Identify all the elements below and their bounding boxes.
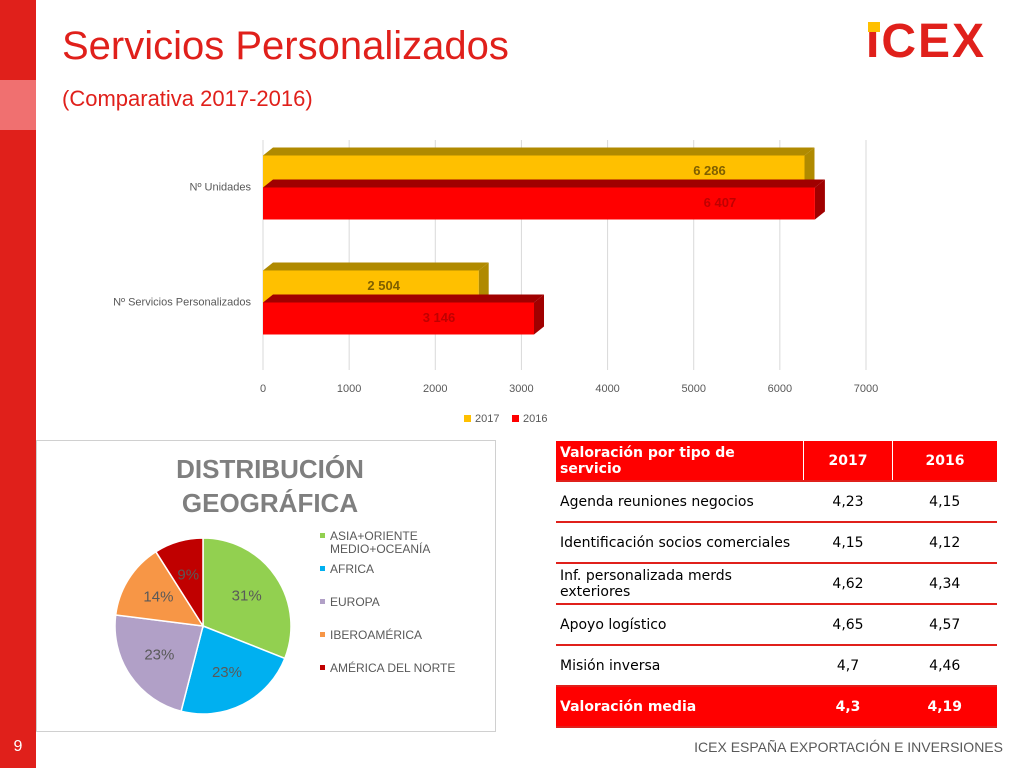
y-tick-label: Nº Servicios Personalizados	[113, 296, 251, 308]
x-tick-label: 7000	[854, 383, 878, 395]
legend-label: ASIA+ORIENTE MEDIO+OCEANÍA	[330, 529, 431, 556]
table: Valoración por tipo de servicio 2017 2016 A…	[556, 441, 997, 728]
legend-label: IBEROAMÉRICA	[330, 628, 423, 642]
table-cell: Misión inversa	[556, 645, 804, 687]
pie-slice	[114, 614, 204, 713]
logo: ICEX	[866, 15, 987, 68]
table-cell: Apoyo logístico	[556, 604, 804, 646]
bar-value-label: 3 146	[423, 310, 456, 325]
stripe-accent	[0, 80, 36, 130]
pie-value-label: 14%	[143, 589, 173, 606]
bar-top	[263, 179, 825, 188]
x-tick-label: 1000	[337, 383, 361, 395]
x-tick-label: 6000	[768, 383, 792, 395]
x-tick-label: 0	[260, 383, 266, 395]
table-cell: 4,62	[803, 563, 893, 605]
pie-chart: 31% 23% 23% 14%9%	[114, 537, 292, 715]
legend-item: IBEROAMÉRICA	[320, 629, 460, 662]
pie-value-label: 9%	[177, 566, 199, 583]
table-row: Valoración media 4,3 4,19	[556, 686, 997, 728]
table-cell: 4,7	[803, 645, 893, 687]
table-row: Identificación socios comerciales 4,15 4,1…	[556, 522, 997, 564]
header-cell: 2017	[803, 441, 893, 482]
pie-value-label: 31%	[232, 587, 262, 604]
pie-slice	[202, 537, 292, 660]
table-cell: 4,15	[892, 481, 997, 523]
bar-side	[534, 294, 545, 335]
bar-top	[263, 262, 489, 271]
header-cell: Valoración por tipo de servicio	[556, 441, 804, 482]
legend-item: ASIA+ORIENTE MEDIO+OCEANÍA	[320, 530, 460, 563]
legend-swatch	[320, 599, 325, 604]
pie-slice	[180, 624, 286, 715]
table-cell: 4,57	[892, 604, 997, 646]
legend-swatch	[464, 415, 471, 422]
table-cell: 4,23	[803, 481, 893, 523]
bar-top	[263, 294, 545, 303]
x-tick-label: 5000	[681, 383, 705, 395]
table-cell: 4,15	[803, 522, 893, 564]
table-row: Apoyo logístico 4,65 4,57	[556, 604, 997, 646]
table-cell: Valoración media	[556, 686, 804, 728]
table-cell: 4,3	[803, 686, 893, 728]
bar	[263, 302, 535, 335]
pie-slice	[114, 550, 205, 627]
bar-side	[478, 262, 489, 303]
legend-label: EUROPA	[330, 595, 380, 609]
legend-label: 2017	[475, 413, 499, 425]
table-header: Valoración por tipo de servicio 2017 2016	[556, 441, 997, 482]
bar-side	[804, 147, 815, 188]
table-cell: 4,65	[803, 604, 893, 646]
pie-slice	[154, 537, 204, 629]
legend-item: EUROPA	[320, 596, 460, 629]
pie-value-label: 23%	[212, 664, 242, 681]
table-cell: 4,46	[892, 645, 997, 687]
pie-title: DISTRIBUCIÓN GEOGRÁFICA	[176, 454, 364, 518]
bar-value-label: 6 286	[693, 163, 726, 178]
bar-value-label: 6 407	[704, 195, 737, 210]
logo-dot	[868, 22, 880, 32]
footer-text: ICEX ESPAÑA EXPORTACIÓN E INVERSIONES	[694, 739, 1003, 755]
y-tick-label: Nº Unidades	[190, 181, 252, 193]
table-cell: Agenda reuniones negocios	[556, 481, 804, 523]
legend-item: AFRICA	[320, 563, 460, 596]
x-tick-label: 4000	[595, 383, 619, 395]
pie-value-label: 23%	[144, 647, 174, 664]
table-cell: 4,34	[892, 563, 997, 605]
page-number: 9	[13, 738, 23, 755]
table-cell: 4,12	[892, 522, 997, 564]
bar-top	[263, 147, 815, 156]
subtitle: (Comparativa 2017-2016)	[62, 86, 313, 111]
table-cell: Inf. personalizada merds exteriores	[556, 563, 804, 605]
table-row: Misión inversa 4,7 4,46	[556, 645, 997, 687]
x-tick-label: 3000	[509, 383, 533, 395]
table-row: Agenda reuniones negocios 4,23 4,15	[556, 481, 997, 523]
pie-legend: ASIA+ORIENTE MEDIO+OCEANÍA AFRICA EUROPA IB…	[320, 530, 460, 695]
title: Servicios Personalizados	[62, 24, 509, 68]
table-cell: 4,19	[892, 686, 997, 728]
legend-swatch	[512, 415, 519, 422]
bar-chart: 0 1000 2000 3000 4000 5000 6000 7000 Nº Unidades…	[113, 140, 878, 425]
table-cell: Identificación socios comerciales	[556, 522, 804, 564]
bar	[263, 187, 815, 220]
legend-swatch	[320, 566, 325, 571]
table-row: Inf. personalizada merds exteriores 4,62 4…	[556, 563, 997, 605]
legend-label: AFRICA	[330, 562, 375, 576]
legend-label: AMÉRICA DEL NORTE	[330, 661, 456, 675]
pie-frame	[36, 440, 496, 732]
legend-swatch	[320, 665, 325, 670]
legend-label: 2016	[523, 413, 547, 425]
x-tick-label: 2000	[423, 383, 447, 395]
legend-swatch	[320, 632, 325, 637]
bar-value-label: 2 504	[367, 278, 400, 293]
bar-side	[814, 179, 825, 220]
header-cell: 2016	[892, 441, 997, 482]
legend-swatch	[320, 533, 325, 538]
legend-item: AMÉRICA DEL NORTE	[320, 662, 460, 695]
